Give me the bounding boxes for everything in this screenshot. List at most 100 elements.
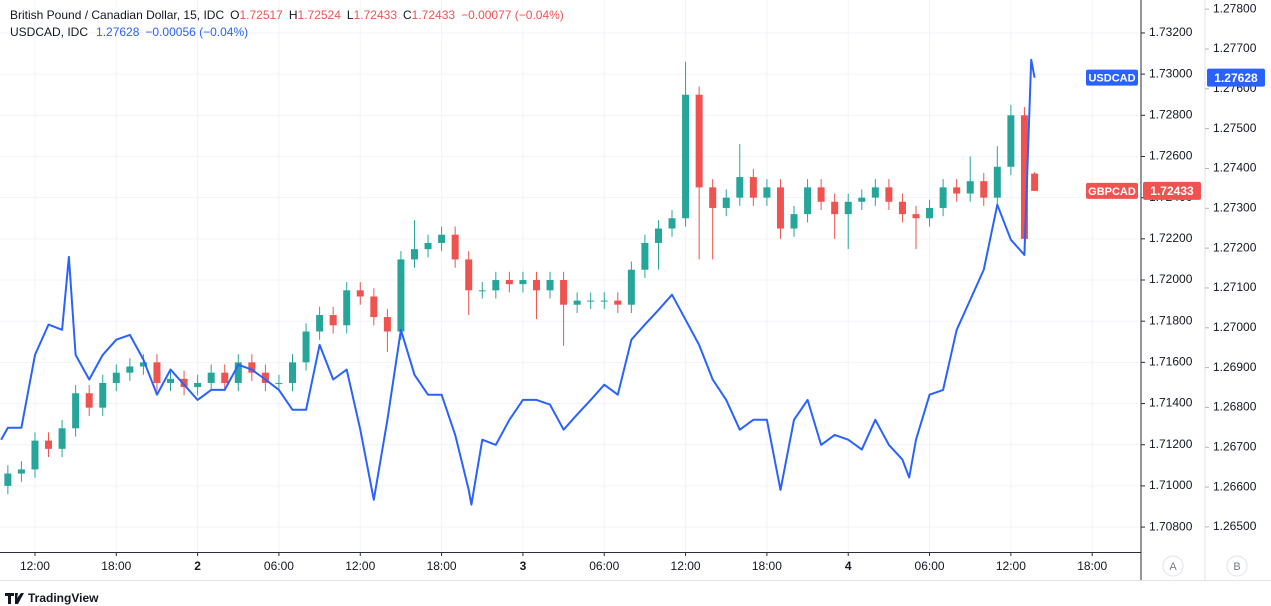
candle-body (112, 372, 120, 383)
y2-tick-label: 1.27300 (1213, 200, 1257, 214)
candle-body (695, 94, 703, 188)
candle-body (139, 362, 147, 367)
candle-body (505, 280, 513, 285)
candle-body (234, 362, 242, 383)
legend-text: 1.72517 (239, 8, 283, 22)
x-tick-label: 18:00 (1077, 559, 1107, 573)
candle-body (383, 317, 391, 332)
y-tick-label: 1.72600 (1149, 149, 1193, 163)
y2-tick-label: 1.26900 (1213, 360, 1257, 374)
candle-body (776, 187, 784, 229)
y-tick-label: 1.72000 (1149, 272, 1193, 286)
candle-body (4, 473, 12, 486)
y2-tick-label: 1.27700 (1213, 41, 1257, 55)
y-tick-label: 1.71200 (1149, 437, 1193, 451)
candle-body (58, 428, 66, 449)
candle-body (167, 378, 175, 383)
y2-tick-label: 1.26800 (1213, 400, 1257, 414)
y2-tick-label: 1.27500 (1213, 121, 1257, 135)
candle-body (993, 166, 1001, 198)
grid (0, 0, 1141, 552)
y2-tick-label: 1.27800 (1213, 1, 1257, 15)
candle-body (749, 177, 757, 198)
legend-text: H (289, 8, 298, 22)
candle-body (573, 300, 581, 305)
candle-body (397, 259, 405, 332)
y-tick-label: 1.71000 (1149, 478, 1193, 492)
legend-text: 1.27628 (96, 25, 140, 39)
candle-body (763, 187, 771, 198)
candle-body (885, 187, 893, 202)
candle-body (261, 372, 269, 383)
candle-body (275, 382, 283, 384)
y-tick-label: 1.70800 (1149, 519, 1193, 533)
candle-body (99, 382, 107, 408)
legend-row: British Pound / Canadian Dollar, 15, IDC… (10, 8, 564, 22)
candle-body (465, 259, 473, 291)
candle-body (451, 234, 459, 260)
y-tick-label: 1.71600 (1149, 355, 1193, 369)
candle-body (804, 187, 812, 215)
candle-body (790, 214, 798, 229)
price-badge (1086, 69, 1138, 86)
button-a[interactable] (1162, 555, 1184, 577)
button-b[interactable] (1226, 555, 1248, 577)
y-tick-label: 1.71400 (1149, 396, 1193, 410)
x-tick-label: 3 (520, 559, 527, 573)
price-badge-value: 1.27628 (1214, 71, 1258, 85)
legend-text: −0.00077 (−0.04%) (461, 8, 564, 22)
candle-body (302, 331, 310, 363)
x-tick-label: 18:00 (427, 559, 457, 573)
candle-body (953, 187, 961, 194)
candle-body (560, 280, 568, 305)
x-tick-label: 06:00 (915, 559, 945, 573)
candle-body (370, 296, 378, 318)
y-tick-label: 1.71800 (1149, 313, 1193, 327)
candle-body (316, 315, 324, 332)
legend-text: 1.72433 (412, 8, 456, 22)
candle-body (17, 469, 25, 474)
x-tick-label: 12:00 (345, 559, 375, 573)
candle-body (668, 218, 676, 229)
candle-body (31, 440, 39, 470)
candle-body (492, 280, 500, 291)
candle-body (641, 242, 649, 270)
candle-body (343, 290, 351, 326)
candle-body (817, 187, 825, 202)
x-tick-label: 4 (845, 559, 852, 573)
legend-text: C (403, 8, 412, 22)
y2-tick-label: 1.27000 (1213, 320, 1257, 334)
x-tick-label: 06:00 (589, 559, 619, 573)
y2-tick-label: 1.26500 (1213, 519, 1257, 533)
button-label[interactable]: B (1233, 561, 1240, 573)
candle-body (682, 94, 690, 219)
legend-text: 1.72433 (354, 8, 398, 22)
x-tick-label: 12:00 (996, 559, 1026, 573)
candle-body (939, 187, 947, 208)
y2-tick-label: 1.27100 (1213, 280, 1257, 294)
brand-logo[interactable] (5, 593, 24, 604)
x-tick-label: 18:00 (752, 559, 782, 573)
candle-body (126, 366, 134, 373)
line-series (0, 58, 1036, 506)
x-tick-label: 06:00 (264, 559, 294, 573)
y-tick-label: 1.73200 (1149, 25, 1193, 39)
candle-body (654, 228, 662, 243)
brand[interactable]: TradingView (28, 591, 99, 605)
candle-body (627, 269, 635, 305)
candle-body (194, 382, 202, 388)
candle-body (410, 249, 418, 260)
candle-body (831, 201, 839, 215)
y-tick-label: 1.72200 (1149, 231, 1193, 245)
candle-body (926, 207, 934, 219)
candle-body (356, 290, 364, 297)
price-badge-name: GBPCAD (1088, 186, 1136, 198)
price-badge-value: 1.72433 (1150, 184, 1194, 198)
candle-body (478, 290, 486, 292)
candle-body (153, 362, 161, 383)
button-label[interactable]: A (1169, 561, 1177, 573)
x-tick-label: 2 (194, 559, 201, 573)
x-tick-label: 18:00 (101, 559, 131, 573)
candle-body (587, 300, 595, 302)
